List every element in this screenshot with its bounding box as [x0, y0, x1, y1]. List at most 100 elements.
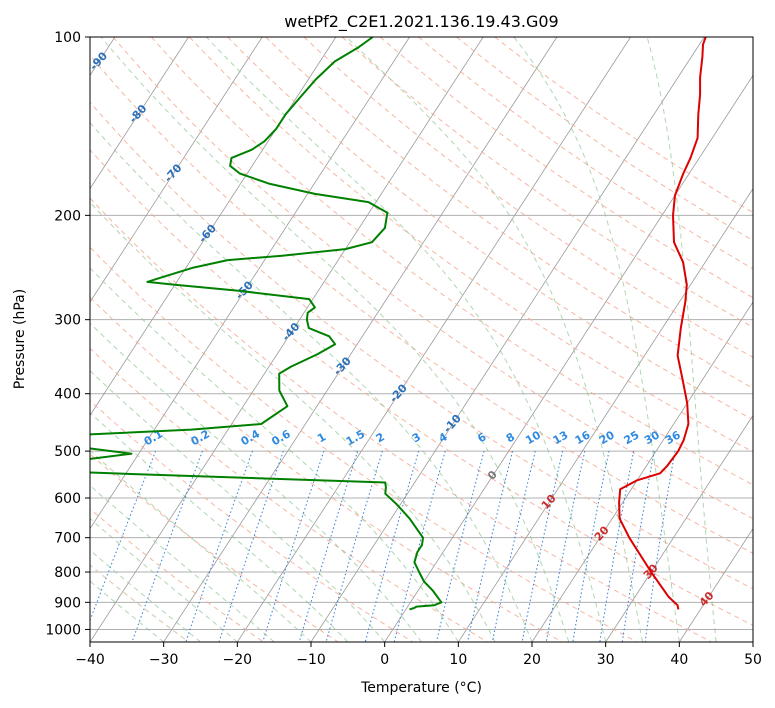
mixing-ratio-line [364, 450, 420, 642]
moist-adiabat-line [90, 484, 275, 642]
dry-adiabat-line [227, 37, 753, 421]
x-tick-label: 30 [597, 652, 615, 668]
moist-adiabat-line [90, 201, 496, 642]
isotherm-line [605, 414, 753, 642]
y-tick-label: 400 [54, 387, 81, 403]
mixing-ratio-label: 3 [410, 430, 423, 445]
mixing-ratio-line [90, 450, 157, 622]
mixing-ratio-line [131, 450, 203, 642]
mixing-ratio-line [545, 450, 586, 642]
dry-adiabat-line [90, 399, 414, 642]
x-tick-label: 20 [523, 652, 541, 668]
moist-adiabat-line [90, 549, 201, 642]
dry-adiabat-line [90, 564, 190, 642]
mixing-ratio-label: 0.4 [239, 427, 263, 448]
y-tick-label: 800 [54, 565, 81, 581]
dry-adiabat-label: -90 [87, 49, 110, 73]
mixing-ratio-label: 30 [642, 428, 662, 447]
dry-adiabat-label: -30 [331, 354, 354, 378]
mixing-ratio-line [467, 450, 514, 642]
dry-adiabat-line [456, 37, 753, 242]
dry-adiabat-label: -20 [387, 381, 410, 405]
isotherm-line [90, 37, 484, 642]
y-tick-label: 700 [54, 531, 81, 547]
mixing-ratio-line [599, 451, 635, 642]
x-tick-label: 0 [380, 652, 389, 668]
isotherm-line [163, 37, 558, 642]
y-axis-label: Pressure (hPa) [12, 289, 28, 389]
y-tick-label: 100 [54, 30, 81, 46]
mixing-ratio-label: 2 [374, 430, 387, 445]
moist-adiabat-line [90, 369, 386, 642]
moist-adiabat-line [90, 322, 422, 642]
mixing-ratio-line [435, 450, 485, 642]
mixing-ratio-line [521, 450, 564, 642]
mixing-ratio-label: 20 [597, 428, 617, 447]
dry-adiabat-label: -80 [127, 102, 150, 126]
mixing-ratio-line [644, 451, 676, 642]
x-tick-label: −20 [223, 652, 253, 668]
mixing-ratio-label: 25 [622, 428, 642, 447]
moist-adiabat-line [90, 449, 312, 642]
mixing-ratio-label: 10 [523, 428, 543, 447]
chart-title: wetPf2_C2E1.2021.136.19.43.G09 [284, 12, 558, 32]
mixing-ratio-line [185, 450, 253, 642]
y-tick-label: 500 [54, 444, 81, 460]
dry-adiabat-label: 0 [485, 468, 500, 483]
mixing-ratio-line [572, 451, 610, 642]
plot-frame [89, 36, 754, 643]
moist-adiabat-line [345, 37, 643, 642]
dry-adiabat-line [341, 37, 753, 328]
moist-adiabat-line [90, 267, 459, 642]
isotherm-line [678, 527, 753, 642]
x-tick-label: 10 [449, 652, 467, 668]
isotherm-line [752, 641, 753, 642]
dry-adiabat-line [90, 347, 488, 642]
mixing-ratio-line [325, 450, 383, 642]
mixing-ratio-label: 13 [551, 428, 571, 447]
mixing-ratio-line [218, 450, 284, 642]
x-tick-label: −30 [149, 652, 179, 668]
dry-adiabat-line [90, 246, 638, 642]
dry-adiabat-line [90, 54, 753, 554]
mixing-ratio-label: 6 [475, 430, 488, 445]
dry-adiabat-label: -40 [280, 320, 303, 344]
isotherm-line [90, 37, 263, 303]
y-tick-label: 300 [54, 313, 81, 329]
dry-adiabat-line [90, 197, 712, 642]
dry-adiabat-line [90, 508, 264, 642]
y-tick-label: 900 [54, 595, 81, 611]
isotherm-line [90, 37, 410, 530]
isotherm-line [90, 37, 337, 417]
mixing-ratio-label: 0.6 [269, 427, 293, 448]
x-axis-label: Temperature (°C) [360, 680, 482, 696]
dewpoint-profile-line [90, 37, 443, 611]
y-tick-label: 1000 [45, 622, 81, 638]
moist-adiabat-line [100, 37, 570, 642]
x-tick-label: −10 [296, 652, 326, 668]
moist-adiabat-line [90, 122, 533, 642]
isotherm-line [384, 74, 753, 642]
dry-adiabat-label: 40 [697, 589, 717, 609]
y-tick-label: 200 [54, 208, 81, 224]
moist-adiabat-line [90, 517, 238, 642]
dry-adiabat-line [303, 37, 753, 358]
mixing-ratio-line [621, 451, 655, 642]
mixing-ratio-label: 8 [504, 430, 517, 445]
dry-adiabat-label: -70 [162, 161, 185, 185]
dry-adiabat-label: -100 [27, 22, 55, 51]
dry-adiabat-label: -10 [441, 412, 464, 436]
dry-adiabat-line [112, 37, 753, 520]
mixing-ratio-label: 16 [573, 428, 593, 447]
isotherm-line [457, 187, 753, 642]
mixing-ratio-line [298, 450, 359, 642]
isotherm-line [90, 37, 189, 190]
moist-adiabat-line [513, 37, 680, 642]
x-tick-label: −40 [75, 652, 105, 668]
dry-adiabat-line [494, 37, 753, 214]
dry-adiabat-line [90, 149, 753, 626]
mixing-ratio-line [491, 450, 536, 642]
isotherm-line [236, 37, 631, 642]
temperature-profile-line [618, 37, 707, 610]
